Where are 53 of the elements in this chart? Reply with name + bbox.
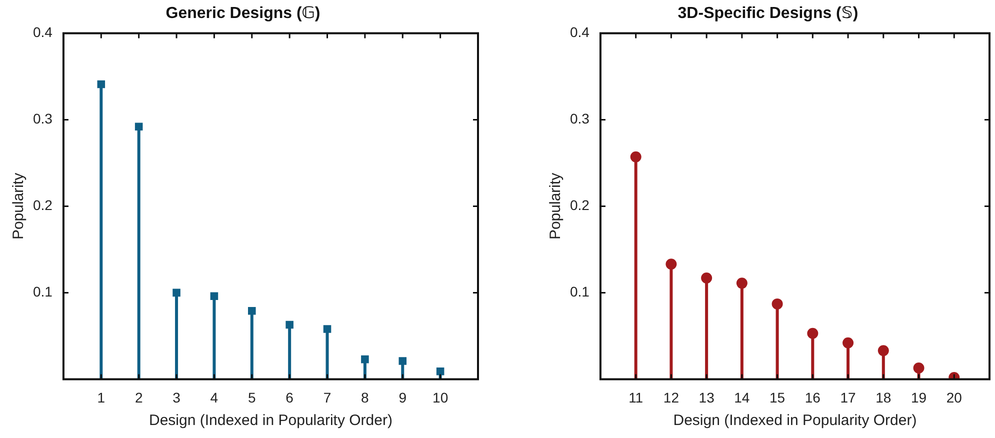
point <box>913 362 924 374</box>
y-axis-title: Popularity <box>547 172 564 240</box>
point <box>736 278 748 289</box>
point <box>134 122 143 131</box>
point <box>286 320 294 329</box>
point <box>878 345 889 356</box>
x-tick-label: 13 <box>698 389 715 406</box>
x-tick-label: 14 <box>734 389 750 406</box>
y-tick-label: 0.4 <box>32 24 53 40</box>
point <box>436 368 444 376</box>
chart-title: Generic Designs (𝔾) <box>166 5 320 22</box>
chart-title: 3D-Specific Designs (𝕊) <box>678 5 858 22</box>
x-tick-label: 12 <box>663 389 680 406</box>
point <box>842 337 854 348</box>
x-tick-label: 11 <box>628 389 644 406</box>
point <box>630 151 642 162</box>
x-axis-title: Design (Indexed in Popularity Order) <box>149 412 392 430</box>
y-tick-label: 0.2 <box>570 197 590 214</box>
point <box>398 357 407 365</box>
x-tick-label: 15 <box>770 389 786 406</box>
point <box>666 258 677 270</box>
point <box>97 80 106 88</box>
point <box>772 298 783 310</box>
y-tick-label: 0.1 <box>570 284 590 300</box>
x-tick-label: 16 <box>804 389 821 406</box>
point <box>701 272 712 284</box>
point <box>210 292 218 300</box>
y-tick-label: 0.3 <box>32 110 53 127</box>
x-tick-label: 8 <box>361 389 370 406</box>
x-tick-label: 7 <box>323 389 332 406</box>
x-tick-label: 4 <box>210 389 218 406</box>
x-tick-label: 19 <box>910 389 927 406</box>
x-tick-label: 5 <box>248 389 256 406</box>
x-tick-label: 18 <box>876 389 892 406</box>
y-axis-title: Popularity <box>10 172 28 240</box>
y-tick-label: 0.3 <box>570 110 590 127</box>
point <box>323 325 332 333</box>
x-tick-label: 6 <box>286 389 294 406</box>
y-tick-label: 0.4 <box>570 24 590 40</box>
x-tick-label: 3 <box>172 389 181 406</box>
point <box>172 288 180 297</box>
point <box>361 355 369 364</box>
y-tick-label: 0.1 <box>32 284 53 300</box>
y-tick-label: 0.2 <box>32 197 53 214</box>
x-tick-label: 17 <box>840 389 856 406</box>
x-tick-label: 10 <box>432 389 448 406</box>
x-tick-label: 20 <box>946 389 962 406</box>
x-tick-label: 9 <box>398 389 407 406</box>
point <box>807 328 818 339</box>
x-tick-label: 2 <box>134 389 143 406</box>
x-axis-title: Design (Indexed in Popularity Order) <box>673 412 917 430</box>
point <box>248 306 256 315</box>
x-tick-label: 1 <box>97 389 106 406</box>
